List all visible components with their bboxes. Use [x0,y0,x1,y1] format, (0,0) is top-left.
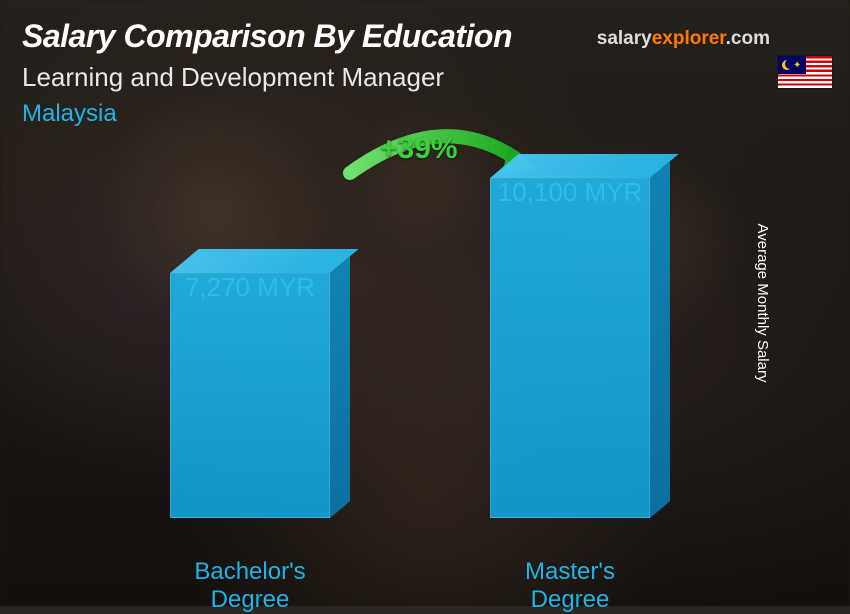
bar-front-face [490,178,650,518]
bar-side-face [330,256,350,518]
watermark-suffix: .com [726,28,770,49]
content-layer: Salary Comparison By Education Learning … [0,0,850,606]
country-label: Malaysia [22,100,117,128]
bar-front-face [170,273,330,518]
bar-side-face [650,161,670,518]
chart-title: Salary Comparison By Education [22,18,512,55]
bar-top-face [490,154,679,178]
bar-group: 7,270 MYR Bachelor's Degree [170,273,330,578]
flag-icon: ✦ [778,56,832,88]
bar-chart: 7,270 MYR Bachelor's Degree 10,100 MYR M… [0,148,810,578]
chart-subtitle: Learning and Development Manager [22,62,444,93]
bar-group: 10,100 MYR Master's Degree [490,178,650,578]
watermark-accent: explorer [652,28,726,49]
watermark-prefix: salary [597,28,652,49]
bar-top-face [170,249,359,273]
watermark: salaryexplorer.com [597,28,770,50]
